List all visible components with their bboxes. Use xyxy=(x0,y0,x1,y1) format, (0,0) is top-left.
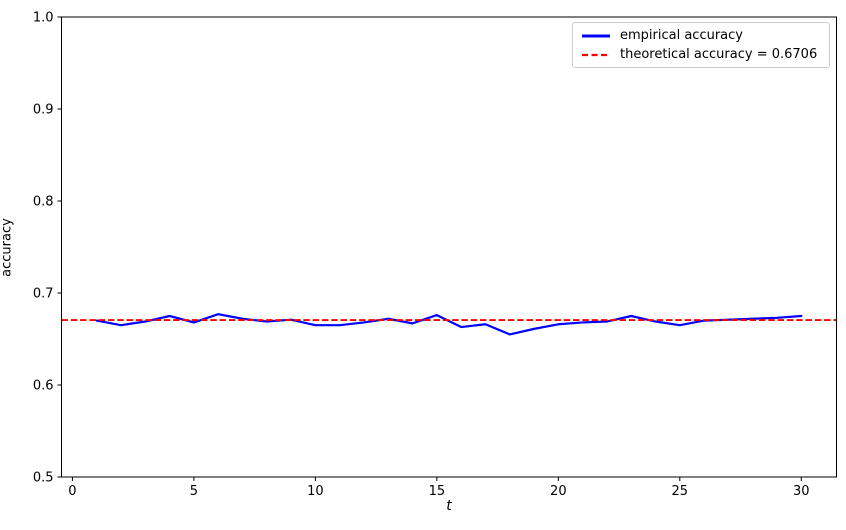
plot-border xyxy=(61,16,837,478)
y-tick-label: 0.7 xyxy=(33,287,54,302)
x-tick-label: 30 xyxy=(793,484,810,499)
legend-label-empirical: empirical accuracy xyxy=(620,28,743,43)
x-tick-label: 15 xyxy=(429,484,446,499)
x-tick-label: 10 xyxy=(307,484,324,499)
y-tick-label: 1.0 xyxy=(33,11,54,26)
x-tick-label: 0 xyxy=(68,484,76,499)
series-layer xyxy=(61,313,837,336)
legend-label-theoretical: theoretical accuracy = 0.6706 xyxy=(620,47,818,62)
ticks-layer: 0 5 10 15 20 25 30 0.5 0.6 0.7 0.8 0.9 1.0 xyxy=(33,11,810,500)
y-tick-label: 0.6 xyxy=(33,379,54,394)
legend-entry-empirical: empirical accuracy xyxy=(581,26,821,45)
legend: empirical accuracy theoretical accuracy … xyxy=(572,22,830,68)
y-tick-label: 0.8 xyxy=(33,195,54,210)
x-tick-label: 5 xyxy=(190,484,198,499)
y-tick-label: 0.9 xyxy=(33,103,54,118)
y-tick-label: 0.5 xyxy=(33,471,54,486)
empirical-accuracy-line xyxy=(95,313,803,336)
legend-line-sample-dashed xyxy=(582,53,610,56)
x-tick-label: 20 xyxy=(550,484,567,499)
x-axis-label: t xyxy=(446,498,452,514)
y-axis-label: accuracy xyxy=(0,218,15,277)
legend-line-sample-solid xyxy=(582,34,610,37)
legend-entry-theoretical: theoretical accuracy = 0.6706 xyxy=(581,45,821,64)
x-tick-label: 25 xyxy=(672,484,689,499)
